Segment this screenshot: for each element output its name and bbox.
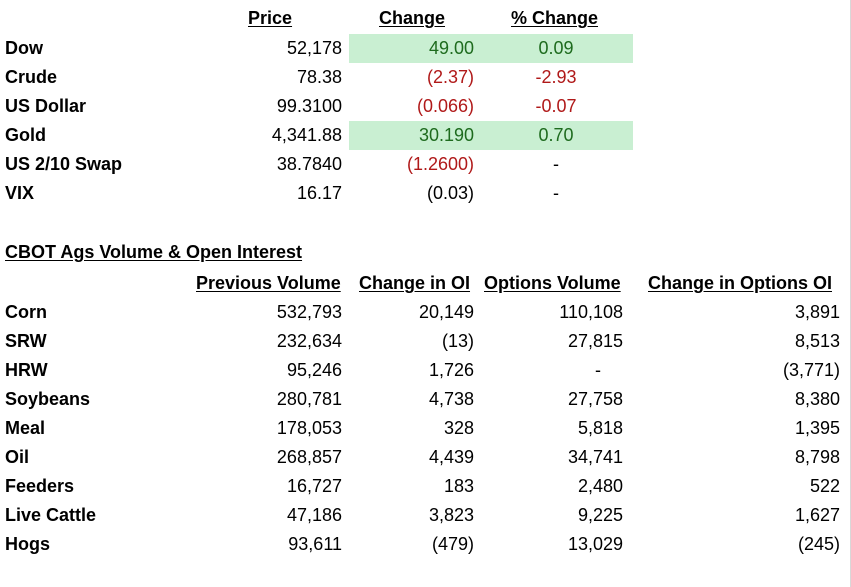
cbot-commodity: SRW <box>5 331 47 351</box>
market-pct-change: 0.09 <box>538 38 574 58</box>
cbot-options-volume: 2,480 <box>577 476 623 496</box>
market-pct-change: 0.70 <box>538 125 574 145</box>
cbot-change-oi: 4,439 <box>428 447 474 467</box>
cbot-change-options-oi: 3,891 <box>794 302 840 322</box>
cbot-change-oi: 3,823 <box>428 505 474 525</box>
highlight-band <box>349 121 633 150</box>
cbot-options-volume: 27,815 <box>567 331 623 351</box>
cbot-commodity: Soybeans <box>5 389 91 409</box>
cbot-change-options-oi: 1,395 <box>794 418 840 438</box>
market-name: Gold <box>5 125 46 145</box>
header-previous-volume: Previous Volume <box>196 273 341 293</box>
cbot-change-options-oi: 8,798 <box>794 447 840 467</box>
market-name: US Dollar <box>5 96 87 116</box>
market-name: Dow <box>5 38 43 58</box>
header-price: Price <box>248 8 293 28</box>
market-name: US 2/10 Swap <box>5 154 123 174</box>
market-price: 16.17 <box>296 183 342 203</box>
market-price: 99.3100 <box>276 96 342 116</box>
cbot-change-oi: 183 <box>443 476 474 496</box>
cbot-prev-volume: 93,611 <box>288 534 342 554</box>
market-price: 52,178 <box>286 38 342 58</box>
cbot-prev-volume: 280,781 <box>276 389 342 409</box>
cbot-change-options-oi: (245) <box>797 534 840 554</box>
cbot-change-options-oi: 1,627 <box>794 505 840 525</box>
highlight-band <box>349 34 633 63</box>
cbot-change-oi: 20,149 <box>418 302 474 322</box>
cbot-change-options-oi: 8,513 <box>794 331 840 351</box>
cbot-change-oi: (13) <box>441 331 474 351</box>
market-name: Crude <box>5 67 58 87</box>
market-change: 49.00 <box>428 38 474 58</box>
cbot-prev-volume: 47,186 <box>286 505 342 525</box>
cbot-prev-volume: 532,793 <box>276 302 342 322</box>
market-pct-change: - <box>553 154 559 174</box>
cbot-commodity: Live Cattle <box>5 505 97 525</box>
cbot-commodity: Corn <box>5 302 47 322</box>
cbot-prev-volume: 232,634 <box>276 331 342 351</box>
cbot-options-volume: 13,029 <box>567 534 623 554</box>
cbot-options-volume: 5,818 <box>577 418 623 438</box>
cbot-options-volume: 9,225 <box>577 505 623 525</box>
market-price: 78.38 <box>296 67 342 87</box>
market-change: (1.2600) <box>406 154 474 174</box>
cbot-options-volume: 27,758 <box>567 389 623 409</box>
cbot-title: CBOT Ags Volume & Open Interest <box>5 242 303 262</box>
market-change: 30.190 <box>418 125 474 145</box>
cbot-change-oi: 328 <box>443 418 474 438</box>
cbot-commodity: Feeders <box>5 476 75 496</box>
header-options-volume: Options Volume <box>484 273 621 293</box>
cbot-options-volume: - <box>595 360 601 380</box>
market-price: 4,341.88 <box>271 125 342 145</box>
cbot-change-oi: 1,726 <box>428 360 474 380</box>
market-change: (0.066) <box>416 96 474 116</box>
cbot-commodity: Hogs <box>5 534 50 554</box>
cbot-prev-volume: 178,053 <box>276 418 342 438</box>
header-pct-change: % Change <box>511 8 599 28</box>
cbot-options-volume: 110,108 <box>559 302 623 322</box>
market-pct-change: -2.93 <box>535 67 577 87</box>
market-change: (2.37) <box>426 67 474 87</box>
cbot-change-options-oi: (3,771) <box>782 360 840 380</box>
cbot-change-options-oi: 8,380 <box>794 389 840 409</box>
cbot-prev-volume: 95,246 <box>286 360 342 380</box>
cbot-prev-volume: 268,857 <box>276 447 342 467</box>
cbot-change-options-oi: 522 <box>809 476 840 496</box>
cbot-prev-volume: 16,727 <box>286 476 342 496</box>
cbot-options-volume: 34,741 <box>567 447 623 467</box>
header-change-in-oi: Change in OI <box>359 273 471 293</box>
cbot-change-oi: (479) <box>431 534 474 554</box>
market-price: 38.7840 <box>276 154 342 174</box>
cbot-commodity: Meal <box>5 418 46 438</box>
market-change: (0.03) <box>426 183 474 203</box>
cbot-change-oi: 4,738 <box>428 389 474 409</box>
cbot-commodity: HRW <box>5 360 48 380</box>
header-change: Change <box>379 8 446 28</box>
market-pct-change: -0.07 <box>535 96 577 116</box>
market-pct-change: - <box>553 183 559 203</box>
cbot-commodity: Oil <box>5 447 30 467</box>
header-change-in-options-oi: Change in Options OI <box>648 273 832 293</box>
market-name: VIX <box>5 183 35 203</box>
